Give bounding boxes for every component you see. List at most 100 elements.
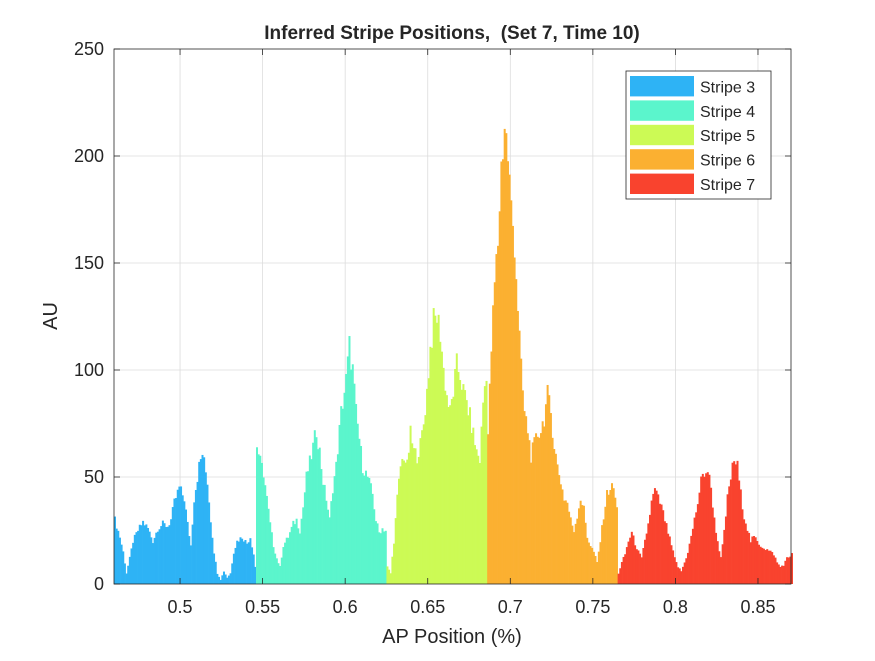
bar-stripe-6 — [543, 426, 546, 584]
bar-stripe-7 — [658, 503, 661, 584]
bar-stripe-6 — [571, 525, 574, 584]
bar-stripe-6 — [561, 489, 564, 584]
bar-stripe-6 — [544, 404, 547, 584]
bar-stripe-5 — [442, 367, 445, 584]
bar-stripe-3 — [249, 538, 252, 584]
bar-stripe-6 — [535, 433, 538, 584]
bar-stripe-7 — [739, 489, 742, 584]
bar-stripe-3 — [236, 540, 239, 584]
bar-stripe-7 — [743, 519, 746, 584]
bar-stripe-4 — [376, 523, 379, 584]
bar-stripe-7 — [774, 557, 777, 584]
bar-stripe-4 — [353, 383, 356, 584]
bar-stripe-3 — [171, 507, 174, 584]
bar-stripe-3 — [208, 502, 211, 584]
bar-stripe-6 — [508, 174, 511, 584]
bar-stripe-4 — [297, 528, 300, 584]
bar-stripe-4 — [264, 485, 267, 584]
bar-stripe-7 — [620, 562, 623, 584]
bar-stripe-7 — [771, 552, 774, 584]
bar-stripe-5 — [483, 386, 486, 584]
bar-stripe-4 — [350, 369, 353, 584]
bar-stripe-4 — [308, 455, 311, 584]
bar-stripe-6 — [513, 257, 516, 584]
bar-stripe-5 — [449, 405, 452, 584]
bar-stripe-6 — [607, 494, 610, 584]
bar-stripe-6 — [604, 506, 607, 584]
legend-label: Stripe 4 — [700, 104, 755, 121]
bar-stripe-6 — [516, 310, 519, 584]
bar-stripe-3 — [239, 537, 242, 584]
bar-stripe-5 — [426, 388, 429, 584]
bar-stripe-5 — [394, 518, 397, 584]
y-tick-label: 50 — [84, 467, 104, 487]
bar-stripe-6 — [573, 532, 576, 584]
bar-stripe-3 — [117, 530, 120, 584]
bar-stripe-5 — [452, 396, 455, 584]
bar-stripe-3 — [242, 541, 245, 584]
bar-stripe-7 — [723, 529, 726, 584]
bar-stripe-5 — [402, 460, 405, 584]
bar-stripe-3 — [204, 472, 207, 584]
bar-stripe-4 — [348, 336, 351, 584]
bar-stripe-4 — [307, 471, 310, 584]
y-tick-label: 0 — [94, 574, 104, 594]
bar-stripe-3 — [147, 527, 150, 584]
bar-stripe-6 — [582, 505, 585, 584]
bar-stripe-6 — [563, 500, 566, 584]
bar-stripe-4 — [360, 445, 363, 584]
bar-stripe-6 — [538, 437, 541, 584]
bar-stripe-7 — [721, 544, 724, 584]
bar-stripe-4 — [295, 518, 298, 584]
bar-stripe-7 — [733, 461, 736, 584]
bar-stripe-6 — [574, 523, 577, 584]
legend-label: Stripe 3 — [700, 79, 755, 96]
bar-stripe-3 — [193, 502, 196, 584]
bar-stripe-4 — [280, 557, 283, 584]
bar-stripe-6 — [506, 161, 509, 584]
bar-stripe-7 — [744, 523, 747, 584]
bar-stripe-6 — [569, 517, 572, 584]
bar-stripe-5 — [396, 494, 399, 584]
bar-stripe-6 — [490, 351, 493, 584]
bar-stripe-3 — [118, 537, 121, 584]
bar-stripe-4 — [374, 521, 377, 584]
bar-stripe-3 — [163, 523, 166, 584]
bar-stripe-7 — [657, 494, 660, 584]
bar-stripe-7 — [731, 462, 734, 584]
bar-stripe-5 — [444, 390, 447, 584]
bar-stripe-7 — [767, 550, 770, 584]
bars-layer — [114, 128, 793, 584]
bar-stripe-3 — [175, 497, 178, 584]
legend-swatch — [630, 124, 694, 146]
bar-stripe-7 — [749, 542, 752, 584]
legend-swatch — [630, 100, 694, 121]
bar-stripe-7 — [779, 566, 782, 584]
bar-stripe-4 — [383, 531, 386, 584]
bar-stripe-6 — [609, 490, 612, 584]
bar-stripe-4 — [287, 537, 290, 584]
bar-stripe-4 — [302, 507, 305, 584]
bar-stripe-7 — [678, 568, 681, 584]
bar-stripe-7 — [710, 487, 713, 584]
bar-stripe-4 — [366, 476, 369, 584]
bar-stripe-5 — [467, 415, 470, 584]
bar-stripe-4 — [313, 430, 316, 584]
bar-stripe-3 — [226, 577, 229, 584]
plot-area-border — [113, 48, 792, 585]
bar-stripe-7 — [632, 535, 635, 584]
bar-stripe-6 — [584, 522, 587, 584]
bar-stripe-3 — [203, 457, 206, 584]
bar-stripe-3 — [114, 516, 116, 584]
bar-stripe-7 — [784, 560, 787, 584]
x-tick-label: 0.55 — [245, 597, 280, 617]
bar-stripe-6 — [502, 159, 505, 584]
bar-stripe-3 — [142, 520, 145, 584]
bar-stripe-7 — [624, 554, 627, 584]
x-axis-label: AP Position (%) — [382, 626, 522, 648]
bar-stripe-7 — [653, 488, 656, 584]
bar-stripe-6 — [533, 437, 536, 584]
bar-stripe-4 — [331, 493, 334, 584]
bar-stripe-6 — [487, 434, 490, 584]
